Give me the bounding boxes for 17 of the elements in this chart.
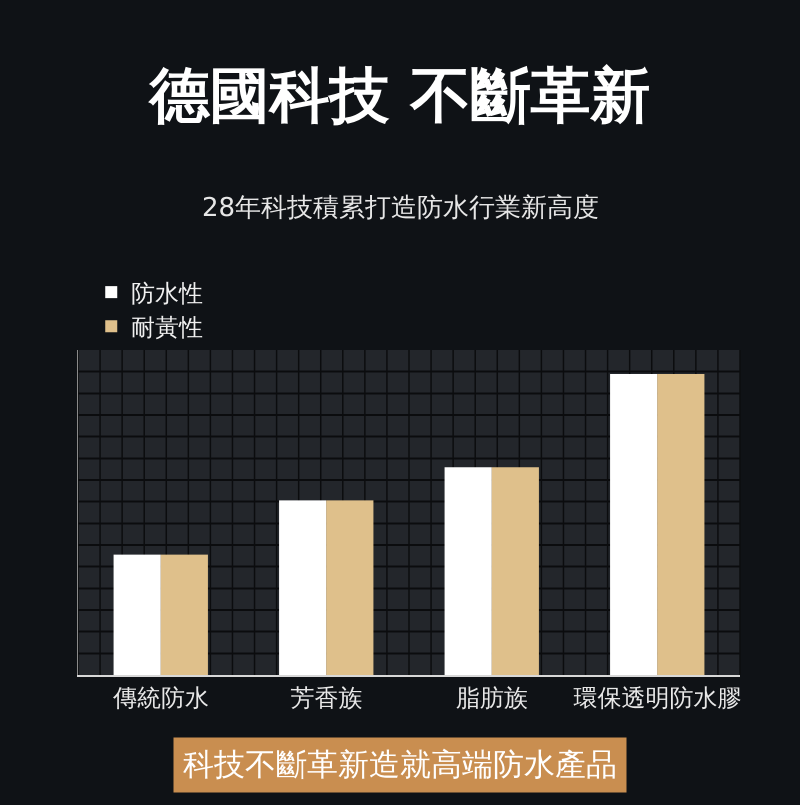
x-tick-label: 環保透明防水膠	[573, 684, 742, 712]
text: 科技不斷革新造就高端防水產品	[183, 747, 617, 783]
legend-label: 耐黃性	[131, 314, 204, 342]
bar	[114, 554, 161, 675]
bar	[492, 467, 539, 675]
chart-title: 德國科技 不斷革新	[148, 61, 650, 131]
x-tick-label: 芳香族	[290, 684, 362, 712]
bar	[657, 374, 704, 675]
x-tick-label: 脂肪族	[456, 684, 528, 712]
bar	[444, 467, 492, 675]
bar	[279, 500, 326, 675]
bar	[160, 554, 208, 675]
bar	[610, 374, 658, 675]
chart-subtitle: 28年科技積累打造防水行業新高度	[202, 193, 600, 223]
x-tick-label: 傳統防水	[112, 684, 209, 712]
bar	[326, 500, 374, 675]
legend-label: 防水性	[131, 279, 204, 308]
